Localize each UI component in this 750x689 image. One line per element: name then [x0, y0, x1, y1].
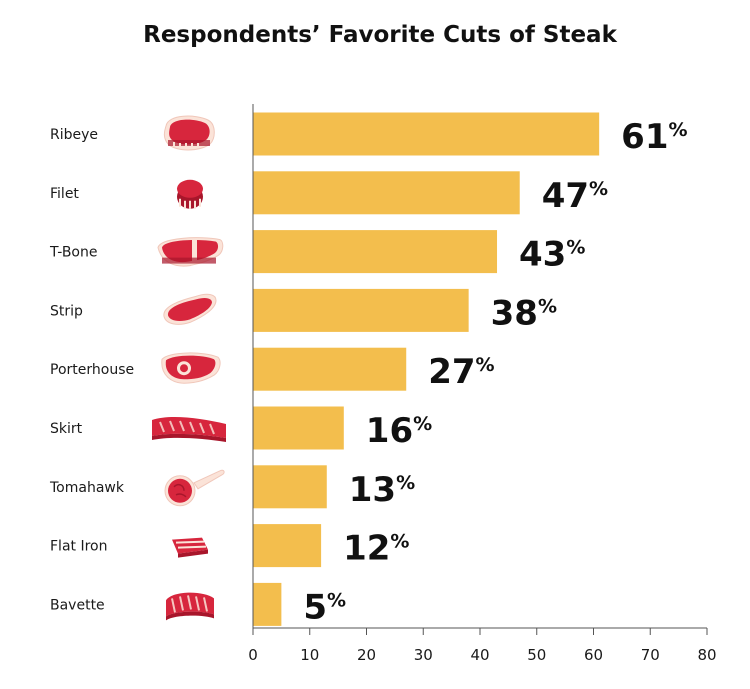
- category-label: Flat Iron: [50, 539, 107, 555]
- ribeye-steak-icon: [163, 115, 215, 151]
- value-label: 27%: [428, 352, 494, 392]
- x-tick-label: 70: [641, 646, 660, 664]
- value-label: 12%: [343, 529, 409, 569]
- x-tick-label: 0: [248, 646, 258, 664]
- x-axis: 0 10 20 30 40 50 60 70 80: [248, 104, 717, 664]
- category-label: Ribeye: [50, 127, 98, 143]
- x-tick-label: 80: [697, 646, 716, 664]
- category-label: Tomahawk: [49, 480, 125, 496]
- category-label: T-Bone: [49, 245, 97, 261]
- category-label: Filet: [50, 186, 79, 202]
- x-tick-label: 30: [414, 646, 433, 664]
- value-label: 47%: [542, 176, 608, 216]
- skirt-steak-icon: [152, 417, 226, 442]
- filet-steak-icon: [177, 179, 203, 209]
- steak-icons: [152, 115, 226, 621]
- x-tick-label: 10: [300, 646, 319, 664]
- bar: [253, 465, 327, 509]
- value-label: 16%: [366, 411, 432, 451]
- bar: [253, 524, 322, 568]
- bar: [253, 288, 469, 332]
- bar: [253, 230, 498, 274]
- porterhouse-steak-icon: [161, 352, 221, 384]
- value-label: 38%: [491, 293, 557, 333]
- bars: Ribeye 61% Filet 47% T-Bone 43% Strip 38% Porter…: [49, 112, 688, 627]
- bar: [253, 582, 282, 626]
- bar: [253, 347, 407, 391]
- bavette-steak-icon: [166, 592, 214, 621]
- x-tick-label: 40: [470, 646, 489, 664]
- value-label: 5%: [303, 587, 346, 627]
- category-label: Bavette: [50, 597, 105, 613]
- category-label: Skirt: [50, 421, 83, 437]
- bar: [253, 171, 520, 215]
- value-label: 13%: [349, 470, 415, 510]
- category-label: Porterhouse: [50, 362, 134, 378]
- bar: [253, 112, 600, 156]
- value-label: 61%: [621, 117, 687, 157]
- strip-steak-icon: [163, 293, 217, 325]
- x-tick-label: 50: [527, 646, 546, 664]
- t-bone-steak-icon: [157, 237, 224, 267]
- value-label: 43%: [519, 235, 585, 275]
- chart-title: Respondents’ Favorite Cuts of Steak: [143, 22, 617, 48]
- bar: [253, 406, 344, 450]
- category-label: Strip: [50, 303, 83, 319]
- x-tick-label: 20: [357, 646, 376, 664]
- flat-iron-steak-icon: [172, 537, 208, 558]
- tomahawk-steak-icon: [164, 469, 225, 507]
- x-tick-label: 60: [584, 646, 603, 664]
